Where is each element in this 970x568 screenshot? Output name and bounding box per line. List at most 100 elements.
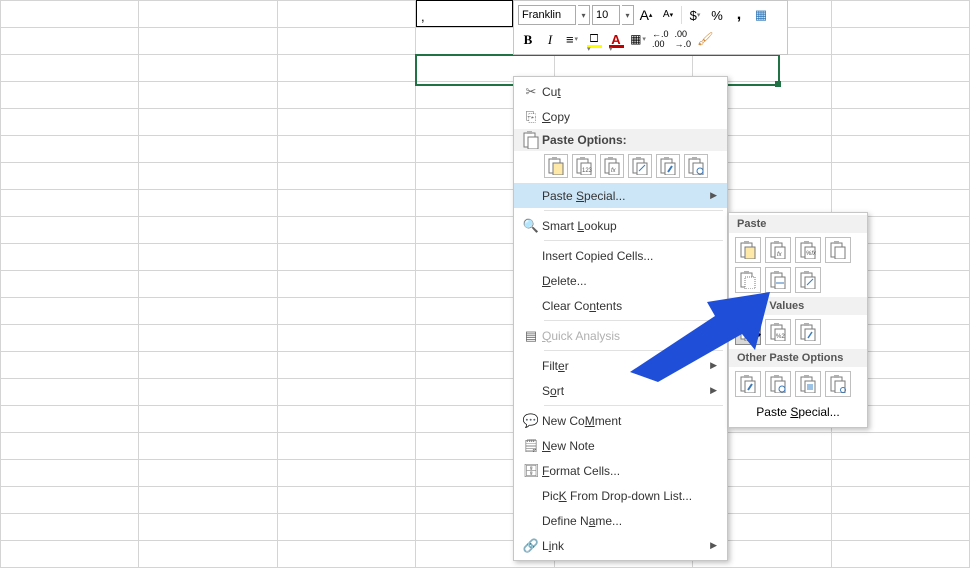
sm-paste-special-link[interactable]: Paste Special... <box>729 401 867 423</box>
font-name-field[interactable]: Franklin <box>518 5 576 25</box>
menu-filter[interactable]: Filter ▶ <box>514 353 727 378</box>
sm-other-linked-pic[interactable] <box>825 371 851 397</box>
paste-option-paste[interactable] <box>544 154 568 178</box>
submenu-arrow-icon: ▶ <box>710 385 717 396</box>
increase-decimal-button[interactable]: ←.0.00 <box>650 29 671 49</box>
mini-toolbar: Franklin ▾ 10 ▾ A▴ A▾ $▾ % , ▦ B I ≡ <box>513 0 788 55</box>
svg-text:123: 123 <box>746 334 756 340</box>
menu-filter-label: Filter <box>542 359 710 373</box>
menu-copy-label: Copy <box>542 110 717 124</box>
menu-paste-options-header: Paste Options: <box>514 129 727 151</box>
format-cells-icon: 🗄 <box>520 463 542 479</box>
dec-decimal-icon: .00→.0 <box>675 29 692 49</box>
paste-option-link[interactable] <box>684 154 708 178</box>
format-painter-button[interactable]: ▦ <box>751 5 771 25</box>
brush-icon: 🖌 <box>697 31 714 47</box>
menu-format-cells-label: Format Cells... <box>542 464 717 478</box>
increase-font-button[interactable]: A▴ <box>636 5 656 25</box>
menu-define-name-label: Define Name... <box>542 514 717 528</box>
sm-other-picture[interactable] <box>795 371 821 397</box>
menu-paste-special[interactable]: Paste Special... ▶ <box>514 183 727 208</box>
submenu-arrow-icon: ▶ <box>710 190 717 201</box>
menu-define-name[interactable]: Define Name... <box>514 508 727 533</box>
menu-pick-list[interactable]: PicK From Drop-down List... <box>514 483 727 508</box>
sm-paste-colwidth[interactable] <box>765 267 791 293</box>
svg-text:123: 123 <box>582 168 592 174</box>
menu-cut[interactable]: ✂ Cut <box>514 79 727 104</box>
submenu-arrow-icon: ▶ <box>710 360 717 371</box>
menu-quick-analysis-label: Quick Analysis <box>542 329 717 343</box>
menu-new-comment-label: New CoMment <box>542 414 717 428</box>
sm-values-fmt[interactable] <box>795 319 821 345</box>
font-color-button[interactable]: A <box>606 29 626 49</box>
menu-insert-copied[interactable]: Insert Copied Cells... <box>514 243 727 268</box>
menu-copy[interactable]: ⎘ Copy <box>514 104 727 129</box>
svg-text:%2: %2 <box>776 334 785 340</box>
paste-special-submenu: Paste fx %fx Paste Values 123 %2 Other P… <box>728 212 868 428</box>
sm-paste[interactable] <box>735 237 761 263</box>
borders-button[interactable]: ▦ <box>628 29 648 49</box>
menu-clear-contents-label: Clear Contents <box>542 299 717 313</box>
cell-bordered[interactable]: , <box>416 0 513 27</box>
paste-option-values[interactable]: 123 <box>572 154 596 178</box>
svg-text:%fx: %fx <box>806 251 816 257</box>
menu-cut-label: Cut <box>542 85 717 99</box>
font-color-icon: A <box>611 32 620 47</box>
clipboard-icon <box>520 131 542 149</box>
decrease-font-button[interactable]: A▾ <box>658 5 678 25</box>
menu-paste-special-label: Paste Special... <box>542 189 710 203</box>
format-painter-brush[interactable]: 🖌 <box>695 29 716 49</box>
submenu-head-other: Other Paste Options <box>729 349 867 367</box>
align-button[interactable]: ≡ <box>562 29 582 49</box>
sm-values-pct[interactable]: %2 <box>765 319 791 345</box>
note-icon: 🗒 <box>520 438 542 454</box>
paste-option-formatting[interactable] <box>656 154 680 178</box>
menu-new-note[interactable]: 🗒 New Note <box>514 433 727 458</box>
sm-paste-transpose[interactable] <box>795 267 821 293</box>
sm-paste-fx-fmt[interactable]: %fx <box>795 237 821 263</box>
fill-color-button[interactable]: 🞏 <box>584 29 604 49</box>
menu-quick-analysis: ▤ Quick Analysis <box>514 323 727 348</box>
menu-smart-lookup[interactable]: 🔍 Smart Lookup <box>514 213 727 238</box>
paste-option-formulas[interactable]: fx <box>600 154 624 178</box>
font-name-dropdown[interactable]: ▾ <box>578 5 590 25</box>
sm-paste-noborder[interactable] <box>735 267 761 293</box>
submenu-head-paste: Paste <box>729 215 867 233</box>
submenu-head-values: Paste Values <box>729 297 867 315</box>
comment-icon: 💬 <box>520 413 542 429</box>
menu-clear-contents[interactable]: Clear Contents <box>514 293 727 318</box>
search-icon: 🔍 <box>520 218 542 234</box>
copy-icon: ⎘ <box>520 109 542 125</box>
sm-paste-keepfmt[interactable] <box>825 237 851 263</box>
paste-option-transpose[interactable] <box>628 154 652 178</box>
paste-options-row: 123 fx <box>514 151 727 183</box>
sm-other-link[interactable] <box>765 371 791 397</box>
sm-paste-fx[interactable]: fx <box>765 237 791 263</box>
borders-icon: ▦ <box>630 32 641 46</box>
align-icon: ≡ <box>566 32 574 47</box>
bold-button[interactable]: B <box>518 29 538 49</box>
font-size-dropdown[interactable]: ▾ <box>622 5 634 25</box>
context-menu: ✂ Cut ⎘ Copy Paste Options: 123 fx Paste… <box>513 76 728 561</box>
decrease-decimal-button[interactable]: .00→.0 <box>673 29 694 49</box>
menu-delete[interactable]: Delete... <box>514 268 727 293</box>
sm-values[interactable]: 123 <box>735 319 761 345</box>
bucket-icon: 🞏 <box>590 33 599 46</box>
italic-button[interactable]: I <box>540 29 560 49</box>
menu-delete-label: Delete... <box>542 274 717 288</box>
menu-format-cells[interactable]: 🗄 Format Cells... <box>514 458 727 483</box>
table-icon: ▦ <box>755 7 767 23</box>
sm-other-format[interactable] <box>735 371 761 397</box>
quick-analysis-icon: ▤ <box>520 328 542 344</box>
menu-new-note-label: New Note <box>542 439 717 453</box>
menu-sort-label: Sort <box>542 384 710 398</box>
accounting-format-button[interactable]: $▾ <box>685 5 705 25</box>
menu-sort[interactable]: Sort ▶ <box>514 378 727 403</box>
menu-pick-list-label: PicK From Drop-down List... <box>542 489 717 503</box>
percent-format-button[interactable]: % <box>707 5 727 25</box>
comma-format-button[interactable]: , <box>729 5 749 25</box>
menu-smart-lookup-label: Smart Lookup <box>542 219 717 233</box>
font-size-field[interactable]: 10 <box>592 5 620 25</box>
menu-new-comment[interactable]: 💬 New CoMment <box>514 408 727 433</box>
menu-insert-copied-label: Insert Copied Cells... <box>542 249 717 263</box>
